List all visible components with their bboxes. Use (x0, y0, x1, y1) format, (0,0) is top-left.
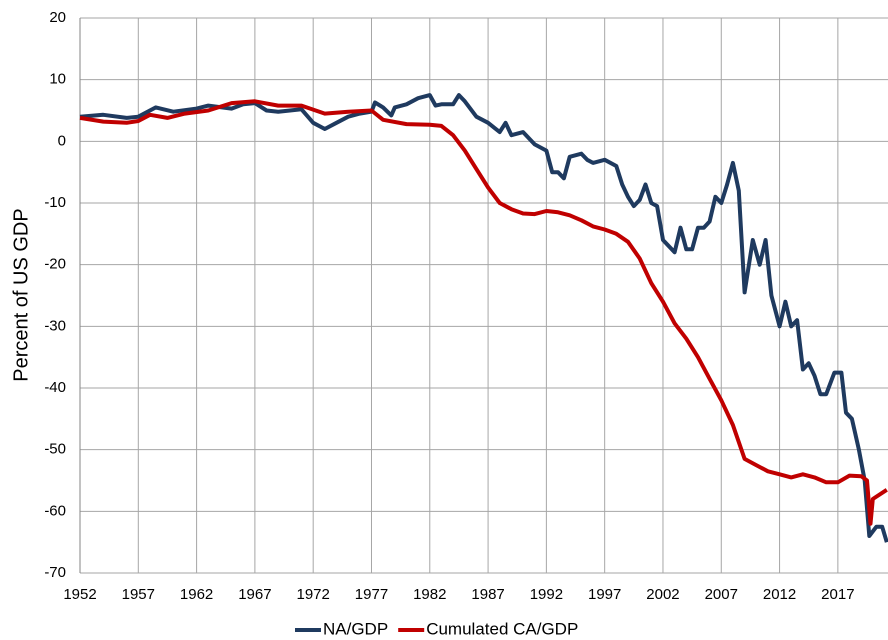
x-tick-label: 1997 (588, 586, 621, 603)
y-axis-label: Percent of US GDP (10, 208, 32, 381)
y-tick-label: -70 (44, 564, 66, 581)
data-line (79, 93, 888, 543)
y-tick-label: -50 (44, 441, 66, 458)
y-tick-label: 0 (58, 132, 66, 149)
legend-label: Cumulated CA/GDP (426, 619, 578, 638)
x-tick-label: 2012 (763, 586, 796, 603)
x-tick-label: 2017 (821, 586, 854, 603)
x-tick-label: 1982 (413, 586, 446, 603)
x-tick-label: 1957 (122, 586, 155, 603)
legend-label: NA/GDP (323, 619, 388, 638)
y-tick-label: -60 (44, 502, 66, 519)
x-tick-label: 1952 (63, 586, 96, 603)
y-tick-label: -20 (44, 256, 66, 273)
x-tick-label: 1967 (238, 586, 271, 603)
x-tick-label: 1972 (297, 586, 330, 603)
y-tick-label: -40 (44, 379, 66, 396)
x-tick-label: 1962 (180, 586, 213, 603)
data-line (79, 99, 888, 526)
y-tick-label: -30 (44, 317, 66, 334)
y-tick-label: -10 (44, 194, 66, 211)
x-tick-label: 1977 (355, 586, 388, 603)
x-tick-label: 2007 (705, 586, 738, 603)
x-tick-label: 2002 (646, 586, 679, 603)
y-tick-label: 20 (49, 9, 66, 26)
y-tick-label: 10 (49, 71, 66, 88)
x-tick-label: 1992 (530, 586, 563, 603)
x-tick-label: 1987 (471, 586, 504, 603)
